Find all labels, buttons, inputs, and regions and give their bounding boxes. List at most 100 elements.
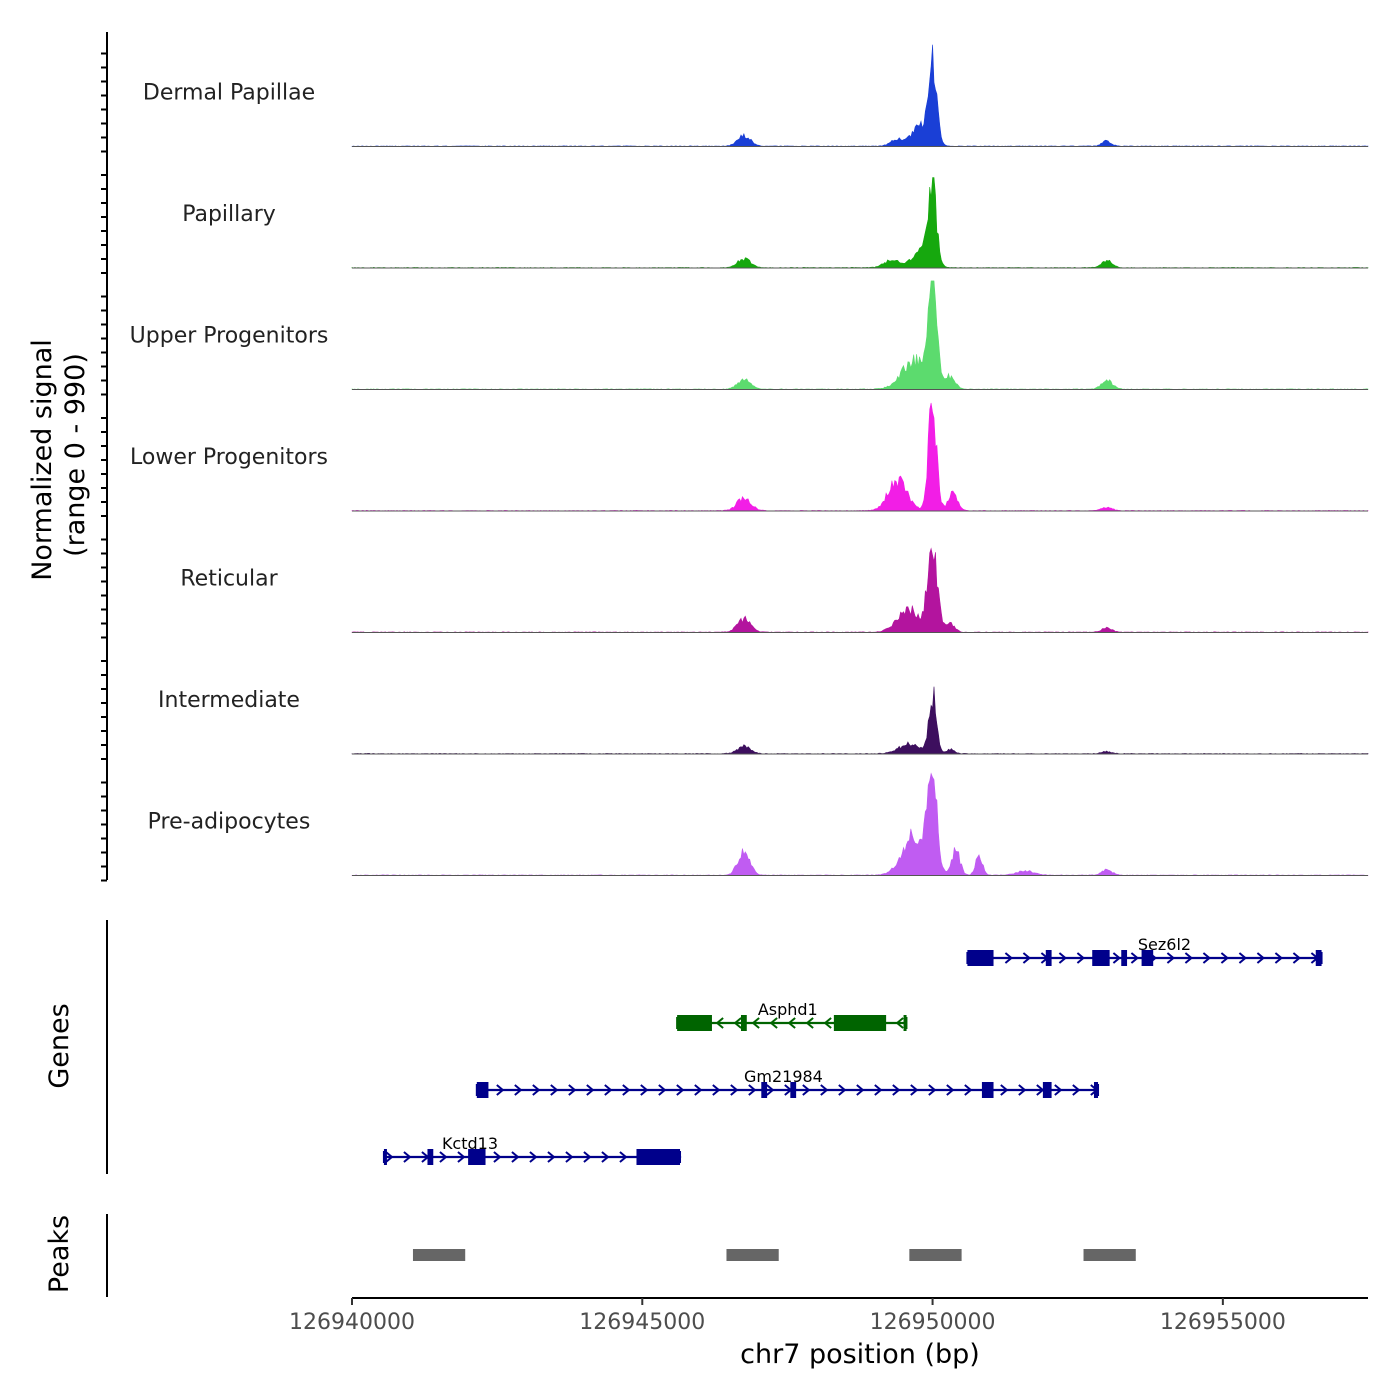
strand-arrow — [532, 1084, 541, 1096]
track-label: Intermediate — [158, 688, 300, 713]
genes-ylabel: Genes — [44, 1003, 75, 1088]
exon — [903, 1015, 907, 1031]
track-dermal-papillae: Dermal Papillae — [143, 44, 1369, 147]
strand-arrow — [439, 1151, 448, 1163]
coverage-area — [351, 547, 1369, 633]
peaks-ylabel: Peaks — [44, 1215, 75, 1293]
exon — [636, 1149, 681, 1165]
exon — [476, 1082, 489, 1098]
strand-arrow — [892, 1084, 901, 1096]
exon — [468, 1149, 486, 1165]
peak-region — [1083, 1249, 1136, 1261]
strand-arrow — [1054, 1084, 1063, 1096]
strand-arrow — [619, 1151, 628, 1163]
strand-arrow — [1058, 952, 1067, 964]
coverage-area — [351, 402, 1369, 512]
strand-arrow — [658, 1084, 667, 1096]
gene-label: Kctd13 — [442, 1134, 498, 1153]
exon — [1092, 950, 1110, 966]
strand-arrow — [910, 1084, 919, 1096]
coverage-area — [351, 44, 1369, 147]
strand-arrow — [1220, 952, 1229, 964]
coverage-area — [351, 177, 1369, 269]
track-upper-progenitors: Upper Progenitors — [130, 280, 1369, 390]
exon — [1141, 950, 1154, 966]
strand-arrow — [547, 1151, 556, 1163]
exon — [790, 1082, 797, 1098]
strand-arrow — [403, 1151, 412, 1163]
strand-arrow — [385, 1151, 394, 1163]
strand-arrow — [511, 1151, 520, 1163]
coverage-ylabel-line1: Normalized signal — [27, 339, 58, 581]
exon — [1121, 950, 1128, 966]
peak-region — [909, 1249, 962, 1261]
x-axis-label: chr7 position (bp) — [740, 1339, 980, 1370]
strand-arrow — [766, 1084, 775, 1096]
exon — [967, 950, 994, 966]
track-pre-adipocytes: Pre-adipocytes — [148, 772, 1369, 876]
x-axis: 126940000 126945000 126950000 126955000 — [289, 1297, 1368, 1335]
strand-arrow — [733, 1017, 742, 1029]
coverage-panel: Dermal Papillae Papillary Upper Progenitor… — [101, 32, 1369, 882]
strand-arrow — [946, 1084, 955, 1096]
exon — [740, 1015, 747, 1031]
strand-arrow — [568, 1084, 577, 1096]
strand-arrow — [838, 1084, 847, 1096]
strand-arrow — [1202, 952, 1211, 964]
gene-label: Gm21984 — [744, 1067, 823, 1086]
gene-sez6l2: Sez6l2 — [966, 935, 1323, 966]
strand-arrow — [1112, 952, 1121, 964]
exon — [383, 1149, 387, 1165]
strand-arrow — [1130, 952, 1139, 964]
strand-arrow — [1256, 952, 1265, 964]
strand-arrow — [748, 1084, 757, 1096]
strand-arrow — [622, 1084, 631, 1096]
track-lower-progenitors: Lower Progenitors — [130, 402, 1369, 512]
strand-arrow — [550, 1084, 559, 1096]
strand-arrow — [514, 1084, 523, 1096]
strand-arrow — [640, 1084, 649, 1096]
exon — [427, 1149, 434, 1165]
coverage-area — [351, 686, 1369, 755]
strand-arrow — [769, 1017, 778, 1029]
track-label: Lower Progenitors — [130, 445, 328, 470]
track-label: Pre-adipocytes — [148, 810, 311, 835]
gene-label: Asphd1 — [758, 1000, 818, 1019]
strand-arrow — [1022, 952, 1031, 964]
strand-arrow — [496, 1084, 505, 1096]
strand-arrow — [928, 1084, 937, 1096]
strand-arrow — [874, 1084, 883, 1096]
exon — [1042, 1082, 1052, 1098]
track-reticular: Reticular — [180, 547, 1369, 633]
strand-arrow — [1018, 1084, 1027, 1096]
peak-region — [726, 1249, 779, 1261]
x-tick-label: 126940000 — [289, 1310, 415, 1335]
strand-arrow — [820, 1084, 829, 1096]
exon — [1045, 950, 1052, 966]
strand-arrow — [805, 1017, 814, 1029]
strand-arrow — [1036, 1084, 1045, 1096]
exon — [833, 1015, 887, 1031]
x-tick-label: 126950000 — [870, 1310, 996, 1335]
strand-arrow — [1072, 1084, 1081, 1096]
strand-arrow — [676, 1084, 685, 1096]
strand-arrow — [1166, 952, 1175, 964]
strand-arrow — [1184, 952, 1193, 964]
strand-arrow — [964, 1084, 973, 1096]
strand-arrow — [583, 1151, 592, 1163]
track-label: Reticular — [180, 567, 278, 592]
x-tick-label: 126945000 — [579, 1310, 705, 1335]
strand-arrow — [823, 1017, 832, 1029]
strand-arrow — [529, 1151, 538, 1163]
strand-arrow — [715, 1017, 724, 1029]
strand-arrow — [1292, 952, 1301, 964]
gene-gm21984: Gm21984 — [475, 1067, 1100, 1098]
y-axis-labels: Normalized signal (range 0 - 990) Genes … — [27, 339, 91, 1293]
strand-arrow — [730, 1084, 739, 1096]
exon — [1315, 950, 1322, 966]
strand-arrow — [457, 1151, 466, 1163]
gene-asphd1: Asphd1 — [676, 1000, 908, 1031]
strand-arrow — [694, 1084, 703, 1096]
strand-arrow — [712, 1084, 721, 1096]
